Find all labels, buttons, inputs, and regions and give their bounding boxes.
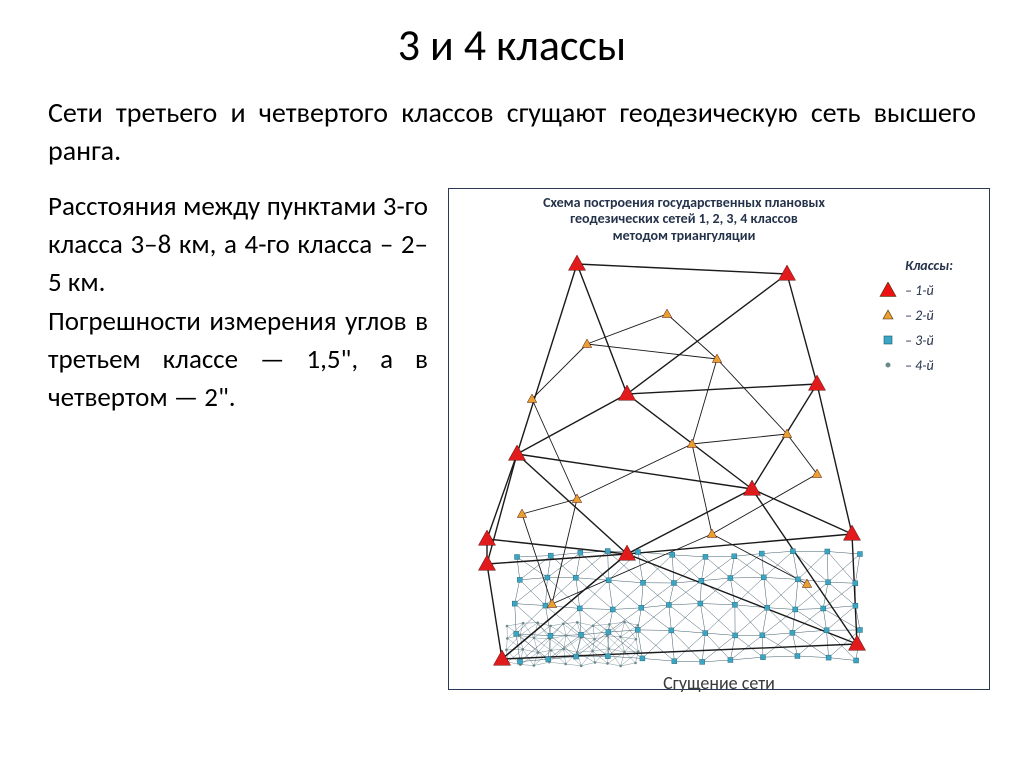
page-title: 3 и 4 классы	[40, 18, 984, 72]
legend-label-c3: – 3-й	[905, 332, 934, 349]
figure-caption: Сгущение сети	[663, 672, 775, 694]
legend-title: Классы:	[879, 257, 979, 274]
network-diagram	[457, 244, 877, 679]
left-column: Расстояния между пунктами 3-го класса 3–…	[48, 188, 428, 690]
legend-label-c2: – 2-й	[905, 307, 934, 324]
schema-title-line3: методом триангуляции	[499, 228, 869, 245]
legend-row-c1: – 1-й	[879, 282, 979, 299]
legend-symbol-c1	[879, 282, 897, 298]
legend-row-c2: – 2-й	[879, 307, 979, 324]
schema-figure: Схема построения государственных плановы…	[448, 188, 990, 690]
body-paragraph: Расстояния между пунктами 3-го класса 3–…	[48, 188, 428, 418]
right-column: Схема построения государственных плановы…	[448, 188, 990, 690]
legend: Классы: – 1-й – 2-й – 3-й – 4-й	[879, 257, 979, 382]
body-line: Расстояния между пунктами 3-го класса 3–…	[48, 188, 428, 303]
legend-label-c4: – 4-й	[905, 357, 934, 374]
content-row: Расстояния между пунктами 3-го класса 3–…	[48, 188, 976, 690]
legend-label-c1: – 1-й	[905, 282, 934, 299]
schema-title-line1: Схема построения государственных плановы…	[499, 195, 869, 212]
schema-title: Схема построения государственных плановы…	[499, 195, 869, 245]
legend-row-c3: – 3-й	[879, 332, 979, 349]
body-line: Погрешности измерения углов в третьем кл…	[48, 303, 428, 418]
slide: 3 и 4 классы Сети третьего и четвертого …	[0, 0, 1024, 767]
subtitle-text: Сети третьего и четвертого классов сгуща…	[48, 94, 976, 170]
schema-title-line2: геодезических сетей 1, 2, 3, 4 классов	[499, 211, 869, 228]
legend-symbol-c2	[879, 307, 897, 323]
legend-symbol-c4	[879, 357, 897, 373]
legend-symbol-c3	[879, 332, 897, 348]
legend-row-c4: – 4-й	[879, 357, 979, 374]
